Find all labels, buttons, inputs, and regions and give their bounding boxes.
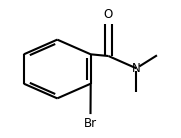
Text: N: N <box>132 62 141 75</box>
Text: O: O <box>104 7 113 21</box>
Text: Br: Br <box>84 117 97 131</box>
